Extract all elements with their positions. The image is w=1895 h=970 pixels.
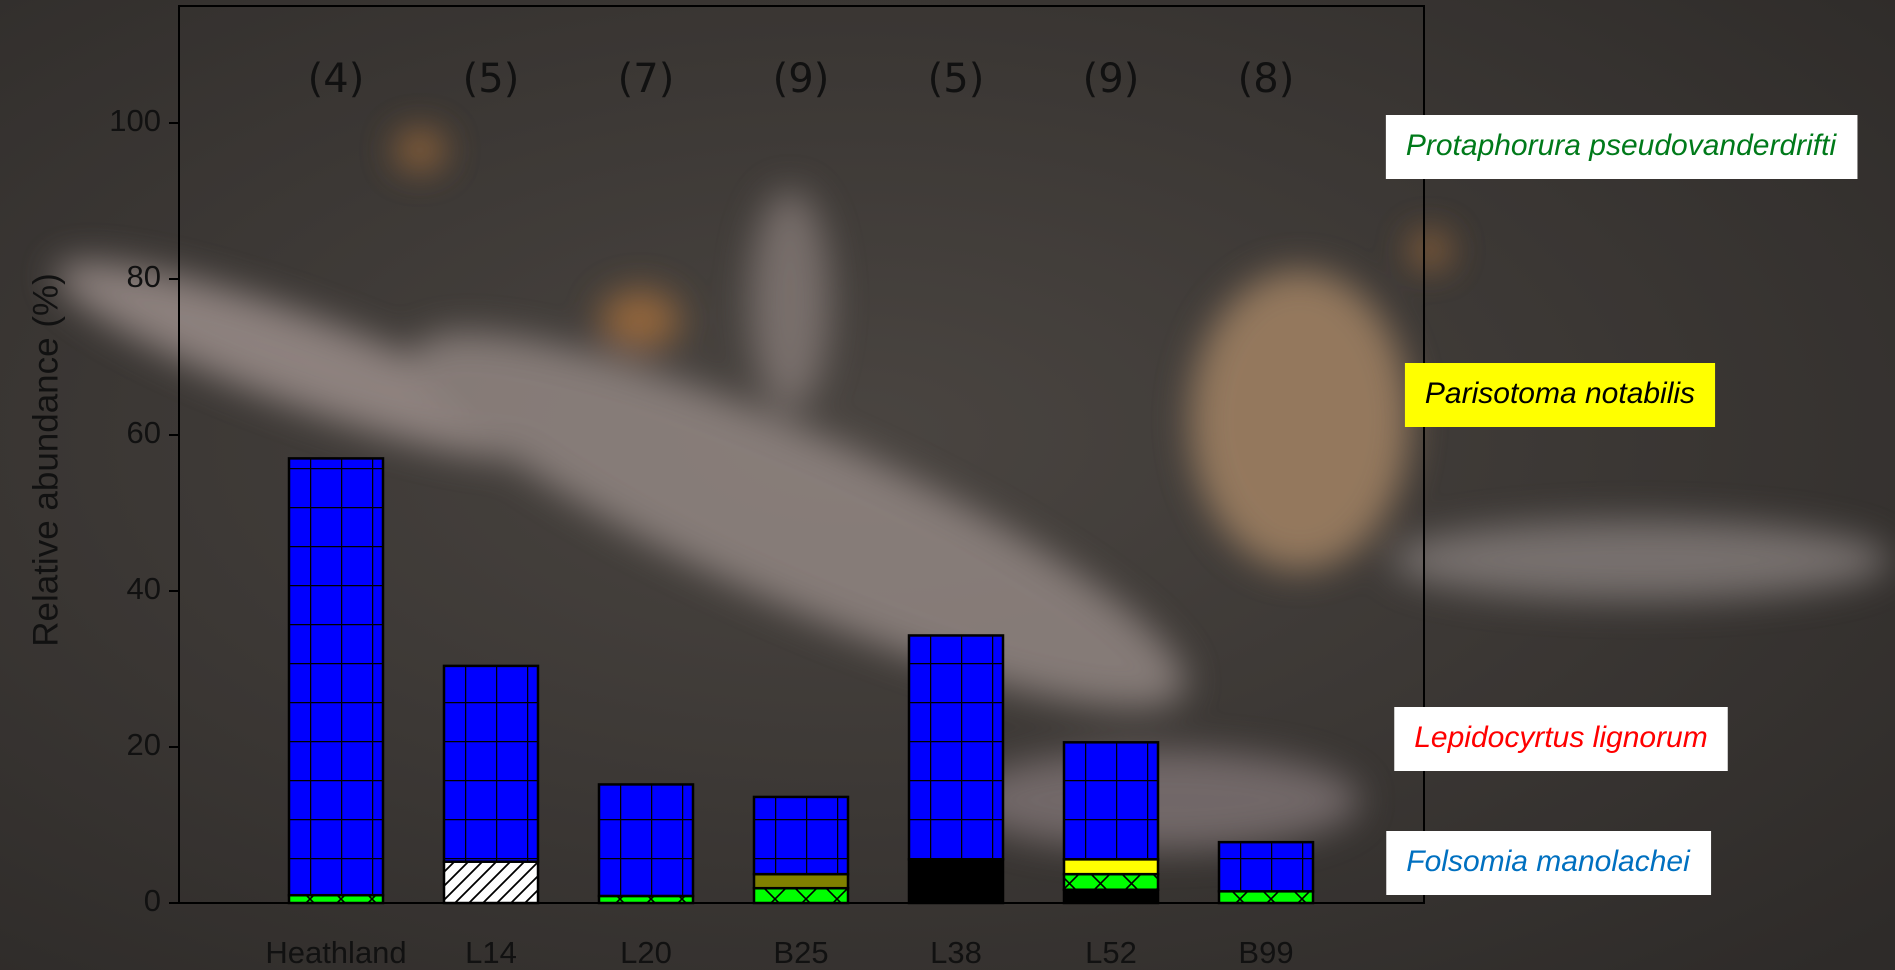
y-tick-label: 80 [127,259,161,294]
count-label: (4) [308,56,365,102]
x-tick-label: L14 [465,935,517,970]
species-label: Folsomia manolachei [1386,831,1711,895]
species-label-text: Lepidocyrtus lignorum [1414,721,1707,754]
y-axis-title: Relative abundance (%) [26,273,65,647]
chart: Relative abundance (%) 0 20 40 60 80 100 Heath… [0,0,1895,970]
x-tick-label: Heathland [265,935,406,970]
count-label: (5) [463,56,520,102]
count-label: (5) [928,56,985,102]
y-tick-label: 100 [109,103,161,138]
page: Relative abundance (%) 0 20 40 60 80 100 Heath… [0,0,1895,970]
x-tick-label: B25 [773,935,828,970]
species-label: Lepidocyrtus lignorum [1394,707,1727,771]
bar-segment [1064,890,1158,903]
count-label: (9) [1083,56,1140,102]
bar-segment [1219,842,1313,891]
species-label: Parisotoma notabilis [1405,363,1715,427]
bar-segment [754,888,848,903]
bar-segment [754,797,848,874]
bar-segment [444,862,538,903]
bar-segment [599,784,693,896]
y-tick-label: 60 [127,415,161,450]
count-label: (8) [1238,56,1295,102]
y-tick-label: 20 [127,727,161,762]
bar-segment [909,859,1003,903]
x-tick-label: L38 [930,935,982,970]
count-label: (9) [773,56,830,102]
bar-segment [444,666,538,862]
species-label-text: Parisotoma notabilis [1425,377,1695,410]
y-tick-label: 40 [127,571,161,606]
species-label-text: Folsomia manolachei [1406,845,1691,878]
bar-segment [1064,742,1158,859]
bar-segment [754,874,848,888]
x-tick-label: B99 [1238,935,1293,970]
x-tick-label: L20 [620,935,672,970]
bar-segment [1064,859,1158,874]
count-label: (7) [618,56,675,102]
bar-segment [289,458,383,895]
bar-segment [1219,891,1313,903]
species-label-text: Protaphorura pseudovanderdrifti [1406,129,1838,162]
x-tick-label: L52 [1085,935,1137,970]
species-label: Protaphorura pseudovanderdrifti [1386,115,1858,179]
bar-segment [909,635,1003,859]
y-tick-label: 0 [144,883,161,918]
bar-segment [1064,874,1158,890]
